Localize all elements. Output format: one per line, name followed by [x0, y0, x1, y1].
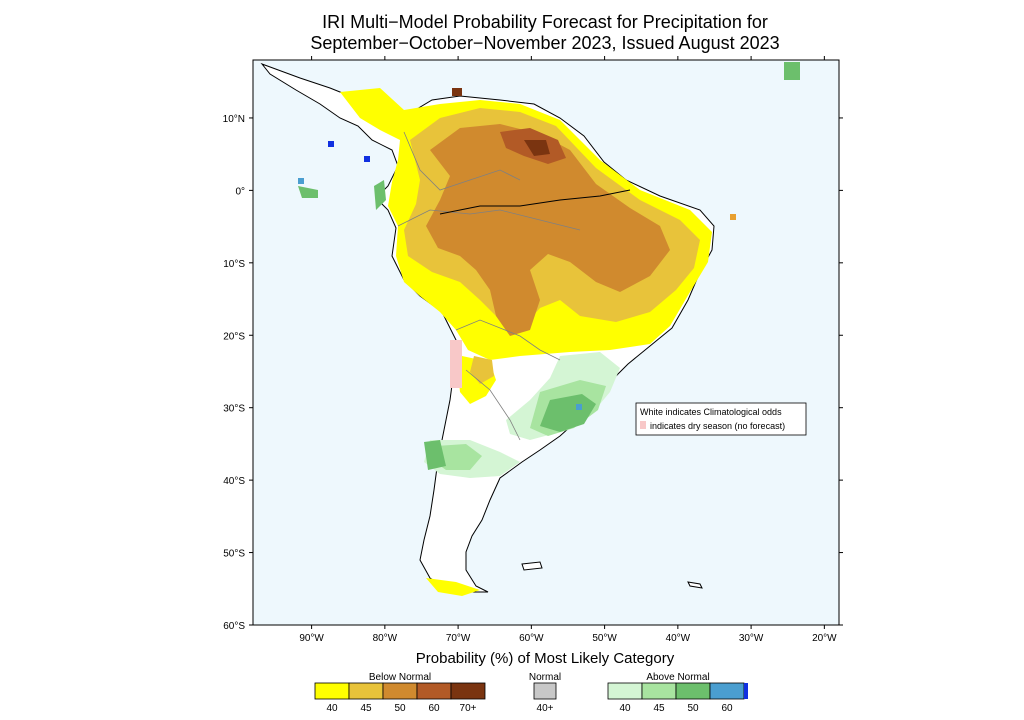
below-normal-tick-label: 60 — [428, 703, 440, 714]
map-title-line-2: September−October−November 2023, Issued … — [310, 33, 780, 53]
annotation-climatology-text: White indicates Climatological odds — [640, 407, 782, 417]
falkland-islands — [521, 561, 543, 571]
above-normal-tick-label: 40 — [619, 703, 631, 714]
above-normal-swatch — [607, 682, 643, 700]
above-normal-swatch — [709, 682, 745, 700]
latitude-axis: 10°N 0° 10°S 20°S 30°S 40°S 50°S 60°S — [223, 114, 843, 632]
lon-tick-label: 50°W — [592, 633, 617, 644]
lat-tick-label: 40°S — [223, 476, 245, 487]
below-normal-tick-label: 40 — [326, 703, 338, 714]
lon-tick-label: 60°W — [519, 633, 544, 644]
above-normal-cell — [328, 141, 334, 147]
below-normal-70-region — [452, 88, 550, 156]
below-normal-south-patch-45 — [470, 356, 494, 384]
above-normal-tick-label: 60 — [721, 703, 733, 714]
lat-tick-label: 50°S — [223, 549, 245, 560]
dry-season-region — [450, 340, 462, 388]
lat-tick-label: 60°S — [223, 621, 245, 632]
longitude-axis: 90°W 80°W 70°W 60°W 50°W 40°W 30°W 20°W — [299, 56, 837, 644]
dry-season-swatch — [640, 421, 646, 429]
annotation-box — [635, 402, 807, 436]
below-normal-swatch — [314, 682, 350, 700]
lon-tick-label: 20°W — [812, 633, 837, 644]
below-normal-south-patch — [426, 356, 496, 596]
below-normal-tick-label: 50 — [394, 703, 406, 714]
lon-tick-label: 80°W — [373, 633, 398, 644]
legend-above-normal-label: Above Normal — [646, 672, 710, 683]
above-normal-swatch — [641, 682, 677, 700]
lon-tick-label: 40°W — [666, 633, 691, 644]
below-normal-cell — [730, 214, 736, 220]
legend-normal-label: Normal — [528, 672, 562, 683]
map-title-line-1: IRI Multi−Model Probability Forecast for… — [322, 12, 768, 32]
above-normal-cell — [364, 156, 370, 162]
lat-tick-label: 10°S — [223, 259, 245, 270]
below-normal-50-region — [426, 124, 670, 336]
above-normal-swatch — [675, 682, 711, 700]
normal-tick-label: 40+ — [537, 703, 554, 714]
lat-tick-label: 20°S — [223, 331, 245, 342]
above-normal-end-swatch — [744, 683, 748, 699]
legend-colorbar: 40 45 50 60 70+ 40+ 40 45 50 60 — [314, 682, 748, 714]
lat-tick-label: 30°S — [223, 404, 245, 415]
above-normal-tick-label: 50 — [687, 703, 699, 714]
lat-tick-label: 10°N — [223, 114, 245, 125]
lon-tick-label: 30°W — [739, 633, 764, 644]
lon-tick-label: 90°W — [299, 633, 324, 644]
south-georgia — [687, 581, 703, 589]
below-normal-swatch — [416, 682, 452, 700]
legend-below-normal-label: Below Normal — [368, 672, 432, 683]
below-normal-swatch — [382, 682, 418, 700]
legend-title: Probability (%) of Most Likely Category — [415, 650, 675, 667]
lat-tick-label: 0° — [235, 186, 245, 197]
normal-swatch — [533, 682, 557, 700]
below-normal-swatch — [450, 682, 486, 700]
amazon-river — [439, 189, 631, 215]
country-borders — [397, 131, 581, 441]
above-normal-tick-label: 45 — [653, 703, 665, 714]
below-normal-tick-label: 45 — [360, 703, 372, 714]
below-normal-swatch — [348, 682, 384, 700]
below-normal-tick-label: 70+ — [460, 703, 477, 714]
annotation-dry-season-text: indicates dry season (no forecast) — [650, 421, 785, 431]
lon-tick-label: 70°W — [446, 633, 471, 644]
